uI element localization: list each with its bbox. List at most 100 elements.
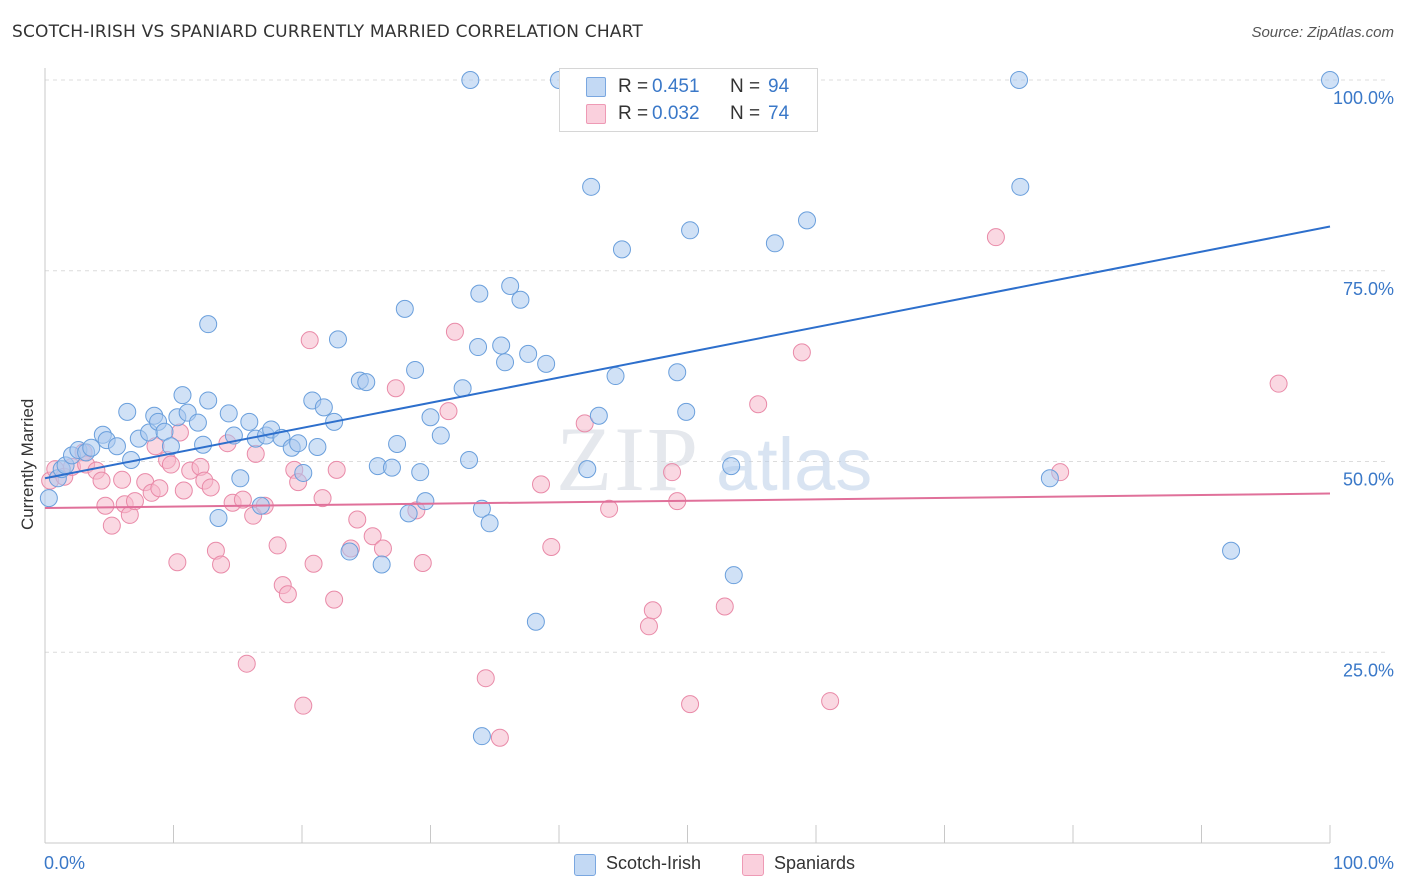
spaniards-point bbox=[532, 475, 551, 494]
watermark-atlas: atlas bbox=[716, 423, 872, 506]
chart-title: SCOTCH-IRISH VS SPANIARD CURRENTLY MARRI… bbox=[12, 22, 643, 42]
scotch-irish-point bbox=[173, 386, 192, 405]
spaniards-point bbox=[125, 492, 144, 511]
scotch-irish-point bbox=[470, 284, 489, 303]
scotch-irish-point bbox=[1010, 71, 1029, 89]
scotch-irish-point bbox=[578, 460, 597, 479]
scotch-irish-point bbox=[357, 373, 376, 392]
scotch-irish-point bbox=[511, 290, 530, 309]
spaniards-point bbox=[439, 402, 458, 421]
trend-lines bbox=[44, 225, 1331, 510]
legend-r-label: R = bbox=[618, 76, 649, 97]
spaniards-point bbox=[348, 510, 367, 529]
spaniards-point bbox=[313, 489, 332, 508]
spaniards-point bbox=[575, 414, 594, 433]
scotch-irish-point bbox=[209, 508, 228, 527]
spaniards-point bbox=[325, 590, 344, 609]
spaniards-point bbox=[278, 585, 297, 604]
spaniards-point bbox=[150, 479, 169, 498]
spaniards-point bbox=[327, 460, 346, 479]
spaniards-point bbox=[96, 496, 115, 515]
scotch-irish-point bbox=[406, 360, 425, 379]
scotch-irish-point bbox=[328, 330, 347, 349]
spaniards-point bbox=[300, 331, 319, 350]
spaniards-point bbox=[1269, 374, 1288, 393]
scotch-irish-point bbox=[219, 404, 238, 423]
spaniards-point bbox=[268, 536, 287, 555]
spaniards-point bbox=[246, 444, 265, 463]
spaniards-point bbox=[681, 695, 700, 714]
spaniards-point bbox=[294, 696, 313, 715]
spaniards-trend-line bbox=[44, 492, 1331, 510]
y-tick-label: 75.0% bbox=[1343, 279, 1394, 299]
scotch-irish-point bbox=[526, 612, 545, 631]
scotch-irish-point bbox=[118, 402, 137, 421]
scotch-irish-point bbox=[382, 458, 401, 477]
legend-r-label: R = bbox=[618, 103, 649, 124]
scotch-irish-point bbox=[82, 438, 101, 457]
scotch-irish-point bbox=[519, 344, 538, 363]
scotch-irish-point bbox=[308, 438, 327, 457]
scotch-irish-point bbox=[1040, 469, 1059, 488]
spaniards-point bbox=[413, 553, 432, 572]
scotch-irish-points bbox=[39, 71, 1339, 746]
scotch-irish-point bbox=[496, 353, 515, 372]
spaniards-point bbox=[102, 516, 121, 535]
legend-n-value: 74 bbox=[768, 103, 790, 124]
scotch-irish-point bbox=[677, 402, 696, 421]
legend-swatch-pink bbox=[586, 104, 606, 124]
bottom-legend-swatch-pink bbox=[742, 854, 764, 876]
scotch-irish-point bbox=[722, 457, 741, 476]
y-tick-label: 50.0% bbox=[1343, 470, 1394, 490]
scotch-irish-point bbox=[798, 211, 817, 230]
tick-labels: 25.0% 50.0% 75.0% 100.0% 0.0% 100.0% bbox=[44, 88, 1394, 873]
spaniards-point bbox=[792, 343, 811, 362]
spaniards-point bbox=[161, 455, 180, 474]
bottom-legend-spaniards: Spaniards bbox=[742, 852, 882, 876]
scotch-irish-point bbox=[399, 504, 418, 523]
spaniards-point bbox=[373, 539, 392, 558]
scotch-irish-point bbox=[294, 463, 313, 482]
scotch-irish-point bbox=[231, 469, 250, 488]
spaniards-point bbox=[643, 601, 662, 620]
scotch-irish-point bbox=[492, 336, 511, 355]
scotch-irish-point bbox=[194, 435, 213, 454]
scotch-irish-point bbox=[1222, 541, 1241, 560]
scotch-irish-point bbox=[240, 412, 259, 431]
spaniards-point bbox=[490, 728, 509, 747]
spaniards-point bbox=[600, 499, 619, 518]
spaniards-point bbox=[821, 692, 840, 711]
y-tick-label: 100.0% bbox=[1333, 88, 1394, 108]
spaniards-point bbox=[304, 554, 323, 573]
scotch-irish-point bbox=[1011, 177, 1030, 196]
scotch-irish-point bbox=[314, 398, 333, 417]
legend-n-value: 94 bbox=[768, 76, 790, 97]
spaniards-point bbox=[363, 527, 382, 546]
spaniards-point bbox=[168, 553, 187, 572]
scotch-irish-point bbox=[460, 450, 479, 469]
scotch-irish-point bbox=[395, 299, 414, 318]
legend-swatch-blue bbox=[586, 77, 606, 97]
scotch-irish-point bbox=[421, 408, 440, 427]
spaniards-points bbox=[41, 228, 1288, 747]
bottom-legend-scotch-irish: Scotch-Irish bbox=[574, 852, 724, 876]
scotch-irish-point bbox=[388, 434, 407, 453]
scotch-irish-point bbox=[469, 338, 488, 357]
gridlines bbox=[45, 79, 1385, 653]
spaniards-point bbox=[542, 537, 561, 556]
spaniards-point bbox=[986, 228, 1005, 247]
scotch-irish-point bbox=[501, 277, 520, 296]
scotch-irish-point bbox=[1321, 71, 1339, 89]
scotch-irish-point bbox=[765, 234, 784, 253]
spaniards-point bbox=[174, 481, 193, 500]
x-tick-label: 100.0% bbox=[1333, 853, 1394, 873]
scotch-irish-point bbox=[199, 391, 218, 410]
bottom-legend-label: Scotch-Irish bbox=[606, 853, 702, 873]
scotch-irish-point bbox=[724, 566, 743, 585]
scotch-irish-point bbox=[472, 727, 491, 746]
spaniards-point bbox=[476, 669, 495, 688]
scotch-irish-point bbox=[480, 514, 499, 533]
spaniards-point bbox=[113, 470, 132, 489]
legend-r-value: 0.451 bbox=[652, 76, 700, 97]
